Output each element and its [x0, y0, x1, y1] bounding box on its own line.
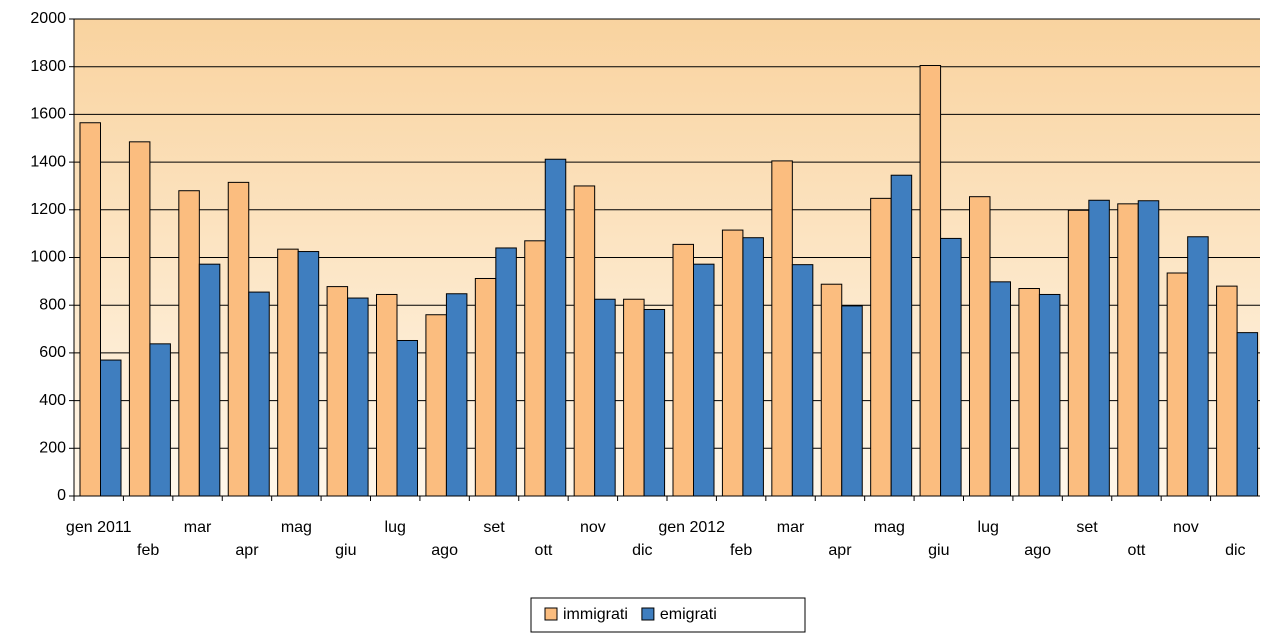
x-tick-label: gen 2012	[658, 519, 725, 536]
x-tick-label: mar	[777, 519, 805, 536]
x-tick-label: ott	[535, 542, 553, 559]
bar	[693, 263, 715, 497]
bar	[178, 190, 200, 497]
x-tick-label: nov	[1173, 519, 1199, 536]
bar	[1088, 199, 1110, 497]
bar	[969, 196, 991, 497]
bar	[1216, 285, 1238, 497]
legend-swatch	[641, 607, 655, 621]
bar	[79, 122, 101, 497]
bar	[742, 237, 764, 497]
legend-swatch	[544, 607, 558, 621]
bar	[396, 339, 418, 497]
bar	[841, 305, 863, 497]
x-tick-label: apr	[235, 542, 259, 559]
y-tick-label: 1600	[30, 106, 66, 123]
bar	[347, 297, 369, 497]
bar	[919, 65, 942, 497]
x-tick-label: apr	[828, 542, 852, 559]
bar	[474, 277, 497, 497]
bar	[940, 237, 962, 497]
x-tick-label: giu	[928, 542, 949, 559]
x-tick-label: gen 2011	[66, 519, 132, 536]
x-tick-label: set	[483, 519, 505, 536]
bar	[623, 298, 645, 497]
bar	[771, 160, 793, 497]
bar	[495, 247, 517, 497]
bar	[1038, 293, 1061, 497]
y-tick-label: 1000	[30, 249, 66, 266]
bar	[198, 263, 221, 497]
x-tick-label: ago	[1024, 542, 1051, 559]
bar	[1117, 203, 1139, 497]
bar	[100, 359, 122, 497]
bar	[297, 251, 320, 497]
bar	[1067, 209, 1090, 497]
bar	[672, 243, 694, 497]
bar	[376, 293, 398, 497]
bar	[544, 158, 567, 497]
bar	[890, 174, 913, 497]
legend-label: immigrati	[563, 606, 628, 623]
bar	[425, 314, 447, 497]
bar	[721, 229, 744, 497]
bar	[1018, 288, 1040, 497]
bar	[643, 308, 666, 497]
bar	[445, 293, 468, 497]
legend-box	[530, 597, 806, 633]
legend-label: emigrati	[660, 606, 717, 623]
bar	[1166, 272, 1189, 497]
bar	[989, 281, 1011, 497]
bar	[870, 197, 892, 497]
y-tick-label: 200	[39, 440, 66, 457]
x-tick-label: lug	[385, 519, 406, 536]
bar	[326, 286, 349, 497]
y-tick-label: 1400	[30, 153, 66, 170]
y-tick-label: 1800	[30, 58, 66, 75]
bar	[594, 298, 616, 497]
x-tick-label: dic	[1225, 542, 1245, 559]
bar	[248, 291, 270, 497]
y-tick-label: 0	[57, 487, 66, 504]
y-tick-label: 600	[39, 344, 66, 361]
x-tick-label: ago	[431, 542, 458, 559]
x-tick-label: feb	[137, 542, 159, 559]
x-tick-label: ott	[1128, 542, 1146, 559]
bar	[573, 185, 596, 497]
y-tick-label: 400	[39, 392, 66, 409]
x-tick-label: nov	[580, 519, 606, 536]
x-tick-label: mag	[281, 519, 312, 536]
x-tick-label: feb	[730, 542, 752, 559]
bar	[524, 240, 546, 497]
x-tick-label: set	[1076, 519, 1098, 536]
bar	[791, 264, 814, 497]
bar	[149, 343, 171, 497]
x-tick-label: mag	[874, 519, 905, 536]
bar	[1187, 236, 1209, 497]
x-tick-label: lug	[978, 519, 999, 536]
x-tick-label: dic	[632, 542, 652, 559]
bar	[277, 248, 299, 497]
bar	[1236, 332, 1259, 497]
y-tick-label: 1200	[30, 201, 66, 218]
y-tick-label: 2000	[30, 10, 66, 27]
x-tick-label: mar	[184, 519, 212, 536]
x-tick-label: giu	[335, 542, 356, 559]
y-tick-label: 800	[39, 296, 66, 313]
bar	[820, 283, 843, 497]
bar	[1137, 200, 1160, 497]
bar	[227, 181, 250, 497]
bar	[128, 141, 151, 497]
